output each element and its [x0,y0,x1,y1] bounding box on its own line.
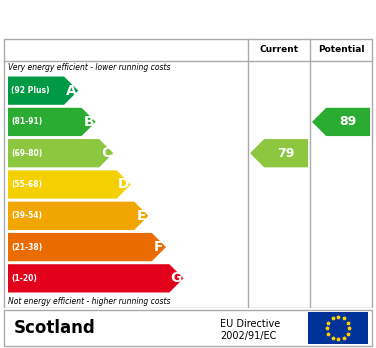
Text: (21-38): (21-38) [11,243,42,252]
Polygon shape [312,108,370,136]
Text: Scotland: Scotland [14,319,96,337]
Text: Potential: Potential [318,46,364,55]
Text: Very energy efficient - lower running costs: Very energy efficient - lower running co… [8,63,170,72]
Text: (55-68): (55-68) [11,180,42,189]
Text: (81-91): (81-91) [11,117,42,126]
Text: F: F [154,240,164,254]
Text: (92 Plus): (92 Plus) [11,86,50,95]
Polygon shape [8,139,113,167]
Text: 2002/91/EC: 2002/91/EC [220,331,276,341]
Polygon shape [250,139,308,167]
Text: (1-20): (1-20) [11,274,37,283]
Text: D: D [118,177,129,191]
Text: EU Directive: EU Directive [220,319,280,329]
Text: (39-54): (39-54) [11,211,42,220]
Text: 79: 79 [277,147,295,160]
Polygon shape [8,201,149,230]
Polygon shape [8,264,183,293]
Text: 89: 89 [340,116,357,128]
Polygon shape [8,77,78,105]
Polygon shape [8,233,166,261]
Text: Not energy efficient - higher running costs: Not energy efficient - higher running co… [8,296,170,306]
Polygon shape [8,171,131,199]
Bar [308,312,368,344]
Text: Current: Current [259,46,299,55]
Text: (69-80): (69-80) [11,149,42,158]
Text: Energy Efficiency Rating: Energy Efficiency Rating [8,10,255,28]
Text: B: B [83,115,94,129]
Text: A: A [66,84,76,98]
Text: G: G [171,271,182,285]
Text: C: C [101,146,111,160]
Polygon shape [8,108,96,136]
Text: E: E [136,209,146,223]
